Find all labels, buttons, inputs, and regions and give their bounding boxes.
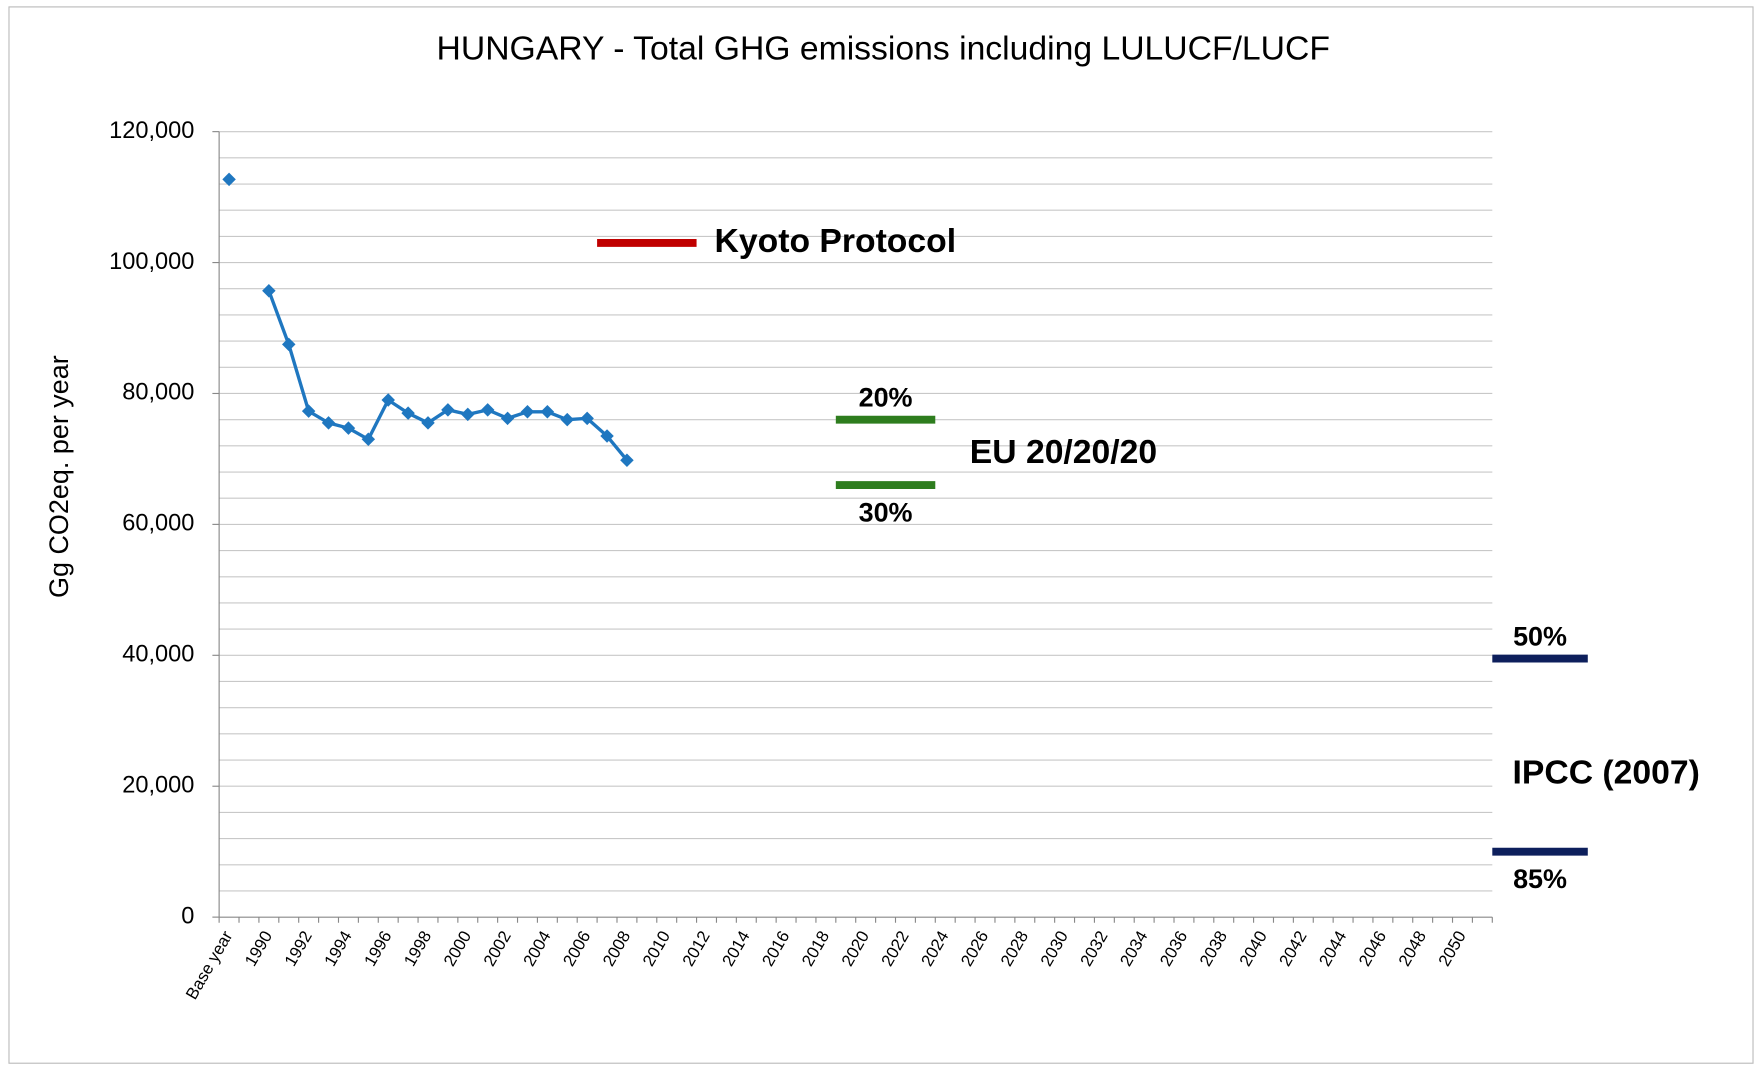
data-point	[540, 405, 555, 419]
data-point	[600, 429, 614, 443]
y-tick-label: 120,000	[109, 117, 194, 143]
data-point	[620, 453, 634, 467]
y-tick-label: 0	[181, 902, 194, 928]
data-point	[520, 405, 535, 419]
y-tick-label: 60,000	[122, 510, 194, 536]
chart-frame	[8, 6, 1754, 1064]
chart-title: HUNGARY - Total GHG emissions including …	[437, 30, 1330, 68]
y-axis-label: Gg CO2eq. per year	[44, 355, 74, 598]
group-label: IPCC (2007)	[1513, 753, 1700, 791]
target-label: 85%	[1513, 864, 1567, 894]
target-label: 50%	[1513, 621, 1567, 651]
group-label: EU 20/20/20	[970, 433, 1157, 471]
y-tick-label: 100,000	[109, 248, 194, 274]
y-tick-label: 80,000	[122, 379, 194, 405]
data-point	[401, 406, 415, 420]
target-label: 30%	[859, 497, 913, 527]
data-point	[301, 404, 316, 418]
y-tick-label: 20,000	[122, 771, 194, 797]
target-label: Kyoto Protocol	[715, 222, 957, 260]
data-point	[222, 172, 236, 187]
target-label: 20%	[859, 383, 913, 413]
data-point	[282, 337, 296, 352]
data-point	[262, 283, 276, 298]
y-tick-label: 40,000	[122, 641, 194, 667]
data-point	[361, 432, 376, 447]
